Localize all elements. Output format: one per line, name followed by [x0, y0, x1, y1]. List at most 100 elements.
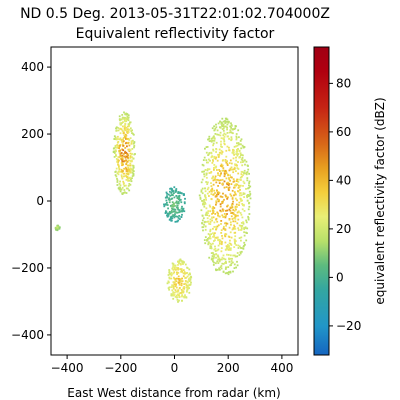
echo-pixel: [129, 152, 132, 155]
echo-pixel: [201, 219, 204, 222]
echo-pixel: [174, 285, 177, 288]
echo-pixel: [198, 194, 201, 197]
echo-pixel: [205, 159, 208, 162]
echo-pixel: [215, 201, 218, 204]
echo-pixel: [212, 144, 214, 147]
echo-pixel: [213, 221, 216, 224]
echo-pixel: [183, 283, 186, 285]
echo-pixel: [124, 152, 126, 154]
echo-pixel: [221, 262, 224, 265]
echo-pixel: [175, 280, 178, 283]
echo-pixel: [246, 196, 249, 199]
echo-pixel: [171, 207, 173, 210]
echo-pixel: [186, 285, 189, 288]
echo-pixel: [122, 137, 125, 139]
echo-pixel: [248, 184, 250, 187]
echo-pixel: [170, 294, 173, 297]
echo-pixel: [227, 196, 229, 199]
echo-pixel: [187, 273, 190, 276]
echo-pixel: [170, 215, 173, 218]
echo-pixel: [228, 242, 231, 245]
echo-pixel: [230, 139, 232, 142]
echo-pixel: [182, 207, 185, 210]
echo-pixel: [127, 148, 130, 151]
echo-pixel: [127, 114, 130, 117]
echo-pixel: [213, 235, 216, 237]
echo-pixel: [117, 140, 120, 143]
echo-pixel: [226, 121, 228, 123]
echo-pixel: [247, 215, 249, 218]
echo-pixel: [129, 121, 131, 124]
echo-pixel: [213, 254, 216, 256]
echo-pixel: [182, 269, 185, 271]
echo-pixel: [188, 272, 191, 275]
echo-pixel: [230, 124, 233, 127]
echo-pixel: [222, 120, 225, 123]
echo-pixel: [119, 127, 122, 130]
echo-pixel: [128, 168, 130, 171]
echo-pixel: [206, 238, 209, 240]
echo-pixel: [229, 231, 232, 234]
echo-pixel: [201, 187, 204, 190]
echo-pixel: [116, 159, 119, 162]
echo-pixel: [182, 210, 185, 212]
echo-pixel: [207, 161, 209, 164]
echo-pixel: [214, 157, 217, 160]
echo-pixel: [121, 116, 124, 119]
echo-pixel: [212, 139, 214, 142]
echo-pixel: [216, 129, 219, 132]
echo-pixel: [239, 212, 242, 214]
echo-pixel: [208, 234, 211, 236]
echo-pixel: [176, 215, 179, 218]
echo-pixel: [212, 160, 214, 162]
echo-pixel: [224, 241, 227, 244]
echo-pixel: [122, 144, 124, 147]
echo-pixel: [235, 153, 238, 155]
echo-pixel: [207, 153, 210, 156]
echo-pixel: [132, 142, 135, 145]
echo-pixel: [228, 218, 231, 221]
echo-pixel: [238, 245, 241, 248]
echo-pixel: [225, 233, 228, 236]
echo-pixel: [178, 215, 181, 217]
echo-pixel: [210, 198, 213, 200]
echo-pixel: [206, 168, 209, 170]
echo-pixel: [224, 125, 227, 128]
echo-pixel: [181, 205, 183, 208]
echo-pixel: [184, 280, 187, 282]
echo-pixel: [234, 205, 237, 208]
echo-pixel: [216, 133, 219, 136]
echo-pixel: [219, 240, 222, 242]
echo-pixel: [232, 227, 235, 229]
echo-pixel: [221, 169, 224, 172]
echo-pixel: [224, 248, 227, 251]
echo-pixel: [172, 294, 175, 297]
echo-pixel: [215, 253, 217, 256]
echo-pixel: [206, 161, 208, 164]
echo-pixel: [225, 260, 227, 263]
echo-pixel: [116, 144, 119, 146]
echo-pixel: [240, 227, 243, 230]
echo-pixel: [56, 226, 59, 229]
echo-pixel: [124, 155, 127, 158]
echo-pixel: [226, 209, 229, 212]
echo-pixel: [130, 140, 133, 143]
echo-pixel: [226, 118, 229, 121]
echo-pixel: [177, 289, 179, 292]
echo-pixel: [247, 195, 250, 197]
echo-pixel: [126, 172, 129, 175]
echo-pixel: [182, 194, 185, 196]
echo-pixel: [127, 131, 130, 133]
echo-pixel: [212, 257, 215, 260]
echo-pixel: [230, 236, 233, 239]
echo-pixel: [167, 280, 170, 283]
echo-pixel: [166, 214, 168, 217]
echo-pixel: [173, 204, 175, 206]
echo-pixel: [236, 148, 238, 151]
echo-pixel: [225, 149, 228, 152]
echo-pixel: [240, 236, 243, 239]
echo-pixel: [205, 151, 208, 154]
echo-pixel: [230, 212, 232, 214]
echo-pixel: [227, 273, 230, 276]
echo-pixel: [174, 209, 177, 211]
